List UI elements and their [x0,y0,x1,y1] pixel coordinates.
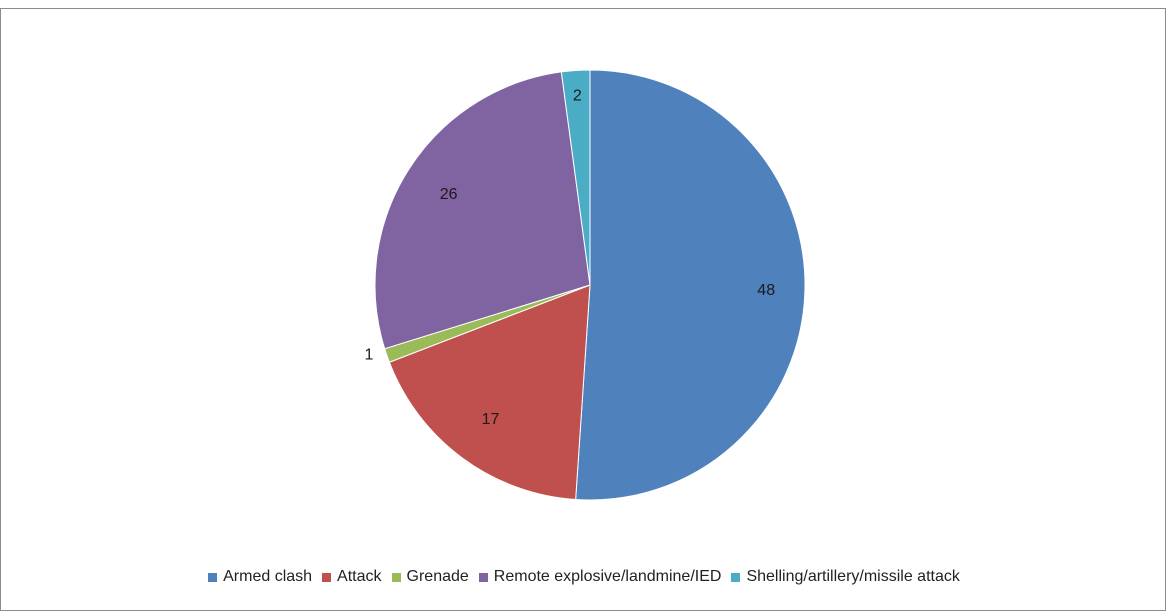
legend-item-shelling-artillery-missile-attack: Shelling/artillery/missile attack [731,568,960,586]
data-label-armed-clash: 48 [757,282,775,299]
legend-item-grenade: Grenade [391,568,469,586]
legend-item-armed-clash: Armed clash [208,568,312,586]
legend-label-armed-clash: Armed clash [223,568,313,585]
legend-label-shelling-artillery-missile-attack: Shelling/artillery/missile attack [746,568,960,585]
chart-legend: Armed clash Attack Grenade Remote explosive… [0,568,1168,586]
data-label-attack: 17 [482,411,500,428]
data-label-shelling-artillery-missile-attack: 2 [573,87,582,104]
data-label-grenade: 1 [364,347,373,364]
legend-swatch-shelling-artillery-missile-attack [731,572,741,582]
legend-label-grenade: Grenade [406,568,469,585]
legend-label-remote-explosive-landmine-ied: Remote explosive/landmine/IED [493,568,722,585]
legend-swatch-attack [322,572,332,582]
legend-swatch-armed-clash [208,572,218,582]
legend-label-attack: Attack [337,568,382,585]
pie-slice-attack [388,284,591,501]
pie-slice-remote-explosive-landmine-ied [374,71,591,350]
pie-slice-armed-clash [575,69,806,501]
legend-item-attack: Attack [322,568,382,586]
legend-swatch-grenade [391,572,401,582]
data-label-remote-explosive-landmine-ied: 26 [440,186,458,203]
pie-slice-shelling-artillery-missile-attack [560,69,591,286]
legend-swatch-remote-explosive-landmine-ied [478,572,488,582]
legend-item-remote-explosive-landmine-ied: Remote explosive/landmine/IED [478,568,722,586]
